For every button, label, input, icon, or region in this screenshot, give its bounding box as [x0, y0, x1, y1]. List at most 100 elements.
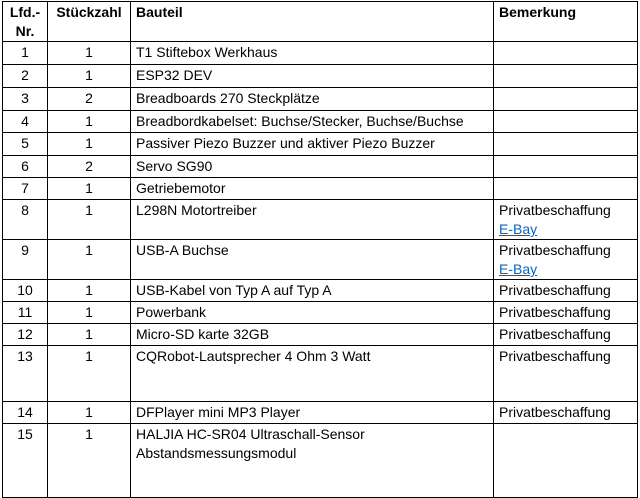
cell-note: Privatbeschaffung [493, 345, 638, 402]
table-row: 5 1 Passiver Piezo Buzzer und aktiver Piez… [2, 132, 638, 156]
cell-nr-text: 10 [17, 282, 33, 298]
cell-part-text: DFPlayer mini MP3 Player [136, 404, 301, 420]
cell-nr: 3 [2, 87, 48, 111]
cell-qty-text: 1 [85, 242, 93, 258]
table-row: 14 1 DFPlayer mini MP3 Player Privatbeschaf… [2, 401, 638, 424]
cell-nr: 7 [2, 177, 48, 200]
cell-part: T1 Stiftebox Werkhaus [130, 41, 494, 65]
ebay-link[interactable]: E-Bay [499, 261, 538, 277]
cell-note-text: Privatbeschaffung [499, 304, 611, 320]
cell-note: Privatbeschaffung E-Bay [493, 199, 638, 240]
cell-note-text: Privatbeschaffung [499, 242, 611, 258]
table-row: 4 1 Breadbordkabelset: Buchse/Stecker, Buc… [2, 110, 638, 133]
ebay-link[interactable]: E-Bay [499, 221, 538, 237]
cell-part-text: Breadboards 270 Steckplätze [136, 90, 320, 106]
cell-nr-text: 13 [17, 348, 33, 364]
cell-nr: 15 [2, 423, 48, 498]
cell-qty: 1 [47, 279, 131, 302]
cell-nr-text: 2 [21, 67, 29, 83]
table-row: 10 1 USB-Kabel von Typ A auf Typ A Privatbe… [2, 279, 638, 302]
header-note: Bemerkung [493, 1, 638, 42]
cell-qty: 1 [47, 132, 131, 156]
cell-qty-text: 1 [85, 180, 93, 196]
cell-qty-text: 1 [85, 404, 93, 420]
header-part: Bauteil [130, 1, 494, 42]
table-row: 8 1 L298N Motortreiber Privatbeschaffung E-B… [2, 199, 638, 240]
cell-part-text: L298N Motortreiber [136, 202, 257, 218]
cell-note-text: Privatbeschaffung [499, 404, 611, 420]
cell-nr-text: 7 [21, 180, 29, 196]
cell-part-text: Getriebemotor [136, 180, 226, 196]
cell-part-text: ESP32 DEV [136, 67, 213, 83]
cell-qty-text: 1 [85, 67, 93, 83]
cell-part: Micro-SD karte 32GB [130, 323, 494, 346]
cell-note: Privatbeschaffung [493, 401, 638, 424]
cell-qty: 1 [47, 64, 131, 88]
cell-qty: 1 [47, 239, 131, 280]
cell-qty: 1 [47, 41, 131, 65]
cell-qty-text: 1 [85, 202, 93, 218]
cell-part: Breadboards 270 Steckplätze [130, 87, 494, 111]
cell-part-text: Servo SG90 [136, 158, 213, 174]
cell-nr-text: 8 [21, 202, 29, 218]
cell-nr: 13 [2, 345, 48, 402]
table-row: 13 1 CQRobot-Lautsprecher 4 Ohm 3 Watt Priv… [2, 345, 638, 402]
cell-note: Privatbeschaffung E-Bay [493, 239, 638, 280]
cell-note: Privatbeschaffung [493, 301, 638, 324]
cell-note-text: Privatbeschaffung [499, 326, 611, 342]
cell-part: CQRobot-Lautsprecher 4 Ohm 3 Watt [130, 345, 494, 402]
cell-note [493, 87, 638, 111]
cell-qty: 1 [47, 345, 131, 402]
table-row: 15 1 HALJIA HC-SR04 Ultraschall-Sensor Abs… [2, 423, 638, 498]
header-row: Lfd.-Nr. Stückzahl Bauteil Bemerkung [2, 1, 638, 42]
cell-note-text: Privatbeschaffung [499, 202, 611, 218]
cell-nr-text: 11 [17, 304, 33, 320]
cell-qty-text: 1 [85, 426, 93, 442]
cell-part: USB-Kabel von Typ A auf Typ A [130, 279, 494, 302]
cell-part: HALJIA HC-SR04 Ultraschall-Sensor Abstan… [130, 423, 494, 498]
cell-note-text: Privatbeschaffung [499, 348, 611, 364]
cell-nr-text: 5 [21, 135, 29, 151]
cell-part: Getriebemotor [130, 177, 494, 200]
table-row: 9 1 USB-A Buchse Privatbeschaffung E-Bay [2, 239, 638, 280]
cell-qty: 2 [47, 155, 131, 178]
cell-nr: 6 [2, 155, 48, 178]
cell-qty: 1 [47, 110, 131, 133]
cell-qty-text: 1 [85, 113, 93, 129]
cell-part: ESP32 DEV [130, 64, 494, 88]
table-row: 2 1 ESP32 DEV [2, 64, 638, 88]
cell-part-text: Micro-SD karte 32GB [136, 326, 270, 342]
cell-nr: 12 [2, 323, 48, 346]
cell-nr: 10 [2, 279, 48, 302]
cell-nr: 2 [2, 64, 48, 88]
cell-nr-text: 15 [17, 426, 33, 442]
cell-nr-text: 6 [21, 158, 29, 174]
cell-qty: 1 [47, 401, 131, 424]
cell-part-text: CQRobot-Lautsprecher 4 Ohm 3 Watt [136, 348, 371, 364]
cell-nr: 8 [2, 199, 48, 240]
cell-note [493, 64, 638, 88]
cell-note [493, 155, 638, 178]
cell-note: Privatbeschaffung [493, 323, 638, 346]
cell-qty: 1 [47, 423, 131, 498]
cell-nr: 1 [2, 41, 48, 65]
table-row: 1 1 T1 Stiftebox Werkhaus [2, 41, 638, 65]
header-qty: Stückzahl [47, 1, 131, 42]
cell-part: Servo SG90 [130, 155, 494, 178]
cell-nr-text: 4 [21, 113, 29, 129]
cell-qty: 1 [47, 323, 131, 346]
cell-nr: 4 [2, 110, 48, 133]
cell-qty-text: 2 [85, 158, 93, 174]
cell-qty-text: 1 [85, 348, 93, 364]
cell-part-text: Breadbordkabelset: Buchse/Stecker, Buchs… [136, 113, 464, 129]
cell-qty: 1 [47, 177, 131, 200]
cell-note [493, 423, 638, 498]
table-row: 3 2 Breadboards 270 Steckplätze [2, 87, 638, 111]
cell-note [493, 177, 638, 200]
cell-nr-text: 9 [21, 242, 29, 258]
cell-note [493, 110, 638, 133]
cell-nr: 11 [2, 301, 48, 324]
table-row: 12 1 Micro-SD karte 32GB Privatbeschaffung [2, 323, 638, 346]
cell-nr-text: 12 [17, 326, 33, 342]
cell-nr-text: 14 [17, 404, 33, 420]
